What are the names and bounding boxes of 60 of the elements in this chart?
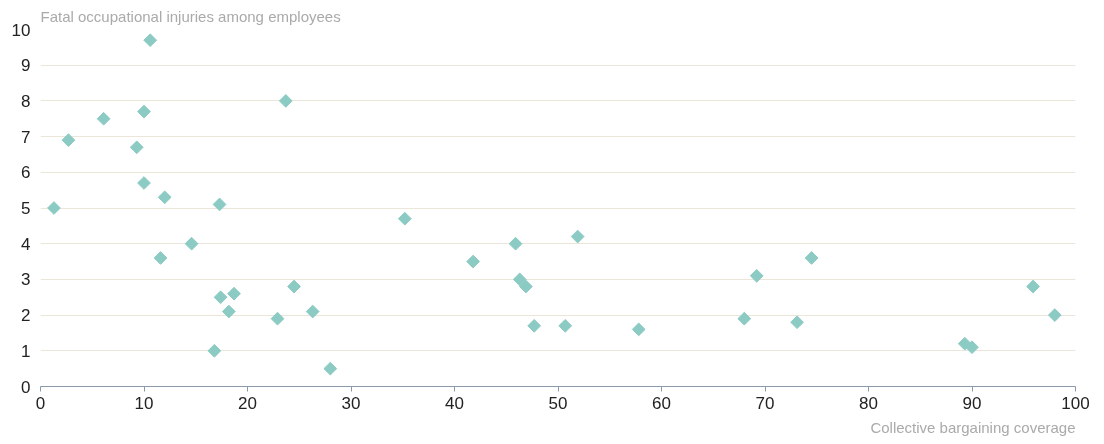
point: [278, 94, 293, 108]
y-tick-label: 7: [21, 127, 31, 147]
point: [143, 33, 158, 48]
y-tick-label: 5: [21, 199, 31, 218]
y-tick-label: 10: [11, 20, 31, 40]
x-tick-label: 70: [755, 393, 775, 413]
x-tick-label: 60: [652, 393, 671, 413]
point: [96, 111, 111, 126]
point: [207, 343, 222, 358]
point: [213, 290, 228, 305]
point: [512, 272, 527, 287]
point: [508, 236, 523, 251]
point: [466, 254, 480, 269]
point: [137, 104, 151, 119]
point: [527, 318, 542, 333]
y-tick-label: 0: [21, 377, 31, 397]
point: [287, 279, 301, 294]
point: [184, 236, 199, 251]
point: [61, 133, 76, 148]
y-tick-label: 4: [21, 234, 31, 254]
x-tick-label: 30: [341, 393, 361, 413]
point: [153, 251, 168, 265]
point: [397, 211, 412, 226]
point: [137, 176, 151, 190]
x-tick-label: 100: [1061, 393, 1090, 413]
x-tick-label: 90: [962, 393, 982, 413]
y-tick-label: 2: [21, 306, 31, 326]
point: [519, 279, 533, 294]
point: [1047, 308, 1062, 322]
point: [323, 361, 338, 376]
point: [47, 201, 61, 215]
x-tick-label: 0: [35, 393, 46, 413]
point: [804, 251, 819, 265]
y-tick-label: 8: [21, 91, 31, 111]
y-tick-label: 6: [21, 163, 31, 183]
point: [212, 197, 227, 212]
y-tick-label: 9: [21, 56, 31, 76]
x-axis-title: Collective bargaining coverage: [870, 418, 1076, 436]
point: [558, 318, 573, 333]
point: [222, 304, 236, 319]
point: [737, 311, 752, 326]
point: [305, 304, 320, 319]
point: [631, 322, 646, 337]
point: [790, 315, 804, 330]
point: [570, 229, 585, 244]
point: [749, 268, 764, 283]
x-tick-label: 50: [548, 393, 568, 413]
point: [129, 140, 144, 155]
point: [157, 190, 172, 205]
y-tick-label: 3: [21, 270, 31, 290]
point: [1026, 279, 1040, 294]
point: [965, 340, 979, 355]
x-tick-label: 20: [238, 393, 257, 413]
y-axis-title: Fatal occupational injuries among employees: [40, 7, 341, 25]
point: [227, 286, 241, 301]
x-tick-label: 80: [859, 393, 878, 413]
point: [270, 311, 285, 326]
x-tick-label: 40: [445, 393, 464, 413]
x-tick-label: 10: [134, 393, 154, 413]
y-tick-label: 1: [21, 341, 31, 361]
